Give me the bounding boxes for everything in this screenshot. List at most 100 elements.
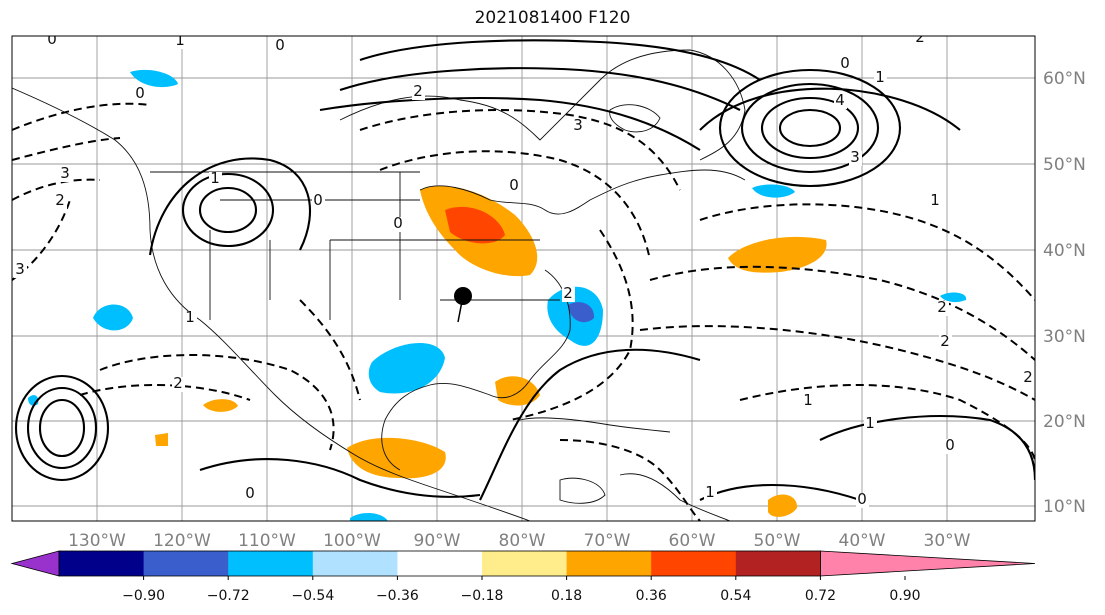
contour-label: 2: [1023, 368, 1033, 386]
positive-contours: [14, 39, 1035, 501]
colorbar-segment: [566, 551, 652, 576]
contour-label: 2: [940, 332, 950, 350]
contour-label: 0: [509, 176, 519, 194]
lon-tick-label: 120°W: [153, 531, 211, 551]
lat-tick-label: 10°N: [1043, 497, 1086, 517]
contour-labels: 0 0 0 0 0 0 0 0 0 0 1 1 1 1 1 1 1 1 2 2 2 2 2 2 2 2 3 3 3 3 4: [14, 28, 1035, 508]
colorbar-extend-high: [820, 550, 1036, 577]
contour-label-bg: [856, 493, 869, 508]
contour-label: 0: [840, 54, 850, 72]
contour-label: 3: [573, 116, 583, 134]
graticule: [12, 36, 1035, 521]
longitude-ticks: 130°W 120°W 110°W 100°W 90°W 80°W 70°W 60°W 50°W…: [68, 531, 971, 551]
colorbar-tick-label: 0.18: [551, 588, 582, 604]
colorbar-segment: [312, 551, 398, 576]
colorbar-tick-label: −0.54: [291, 588, 334, 604]
storm-track-line: [457, 295, 464, 323]
contour-label-bg: [412, 85, 425, 100]
contour-label-bg: [59, 167, 72, 182]
latitude-ticks: 60°N 50°N 40°N 30°N 20°N 10°N: [1043, 69, 1086, 517]
colorbar-tick-label: 0.72: [805, 588, 836, 604]
lat-tick-label: 40°N: [1043, 241, 1086, 261]
lon-tick-label: 90°W: [414, 531, 461, 551]
contour-label: 1: [930, 191, 940, 209]
contour-label-bg: [839, 57, 852, 72]
lat-tick-label: 60°N: [1043, 69, 1086, 89]
lat-tick-label: 50°N: [1043, 155, 1086, 175]
lon-tick-label: 60°W: [669, 531, 716, 551]
negative-contours: [12, 102, 1035, 521]
contour-label: 1: [175, 31, 185, 49]
contour-label: 0: [275, 36, 285, 54]
contour-label-bg: [914, 36, 927, 46]
contour-label: 3: [60, 164, 70, 182]
contour-label: 1: [875, 68, 885, 86]
contour-label-bg: [14, 263, 27, 278]
contour-label-bg: [849, 151, 862, 166]
map-panel: 0 0 0 0 0 0 0 0 0 0 1 1 1 1 1 1 1 1 2 2 2 2 2 2 2 2 3 3 3 3 4: [12, 28, 1035, 521]
contour-label-bg: [864, 417, 877, 432]
contour-label-bg: [944, 439, 957, 454]
contour-label-bg: [209, 172, 222, 187]
contour-label: 3: [15, 260, 25, 278]
colorbar-segment: [482, 551, 568, 576]
colorbar-tick-label: 0.36: [636, 588, 667, 604]
contour-label-bg: [274, 39, 287, 54]
contour-label-bg: [184, 311, 197, 326]
contour-label-bg: [54, 194, 67, 209]
colorbar-extend-low: [10, 550, 60, 577]
contour-label-bg: [704, 486, 717, 501]
lat-tick-label: 30°N: [1043, 327, 1086, 347]
contour-label: 0: [393, 214, 403, 232]
lon-tick-label: 50°W: [754, 531, 801, 551]
contour-label: 2: [937, 298, 947, 316]
colorbar-segment: [735, 551, 821, 576]
contour-label: 0: [135, 84, 145, 102]
colorbar-tick-label: 0.90: [889, 588, 920, 604]
contour-label-bg: [572, 119, 585, 134]
contour-label-bg: [939, 335, 952, 350]
colorbar-segment: [59, 551, 145, 576]
lon-tick-label: 100°W: [323, 531, 381, 551]
contour-label: 1: [865, 414, 875, 432]
shaded-anomalies: [28, 69, 967, 521]
colorbar-tick-label: −0.90: [122, 588, 165, 604]
contour-label-bg: [1022, 371, 1035, 386]
contour-label: 0: [313, 191, 323, 209]
contour-label-bg: [936, 301, 949, 316]
lat-tick-label: 20°N: [1043, 412, 1086, 432]
colorbar-outline: [58, 550, 821, 577]
contour-label: 0: [47, 30, 57, 48]
contour-label-bg: [802, 394, 815, 409]
contour-label: 3: [850, 148, 860, 166]
contour-label-bg: [134, 87, 147, 102]
lon-tick-label: 110°W: [238, 531, 296, 551]
contour-label: 1: [803, 391, 813, 409]
contour-label-bg: [834, 94, 847, 109]
contour-label-bg: [508, 179, 521, 194]
colorbar-segment: [228, 551, 314, 576]
contour-label: 2: [173, 374, 183, 392]
lon-tick-label: 40°W: [839, 531, 886, 551]
contour-label: 2: [915, 28, 925, 46]
contour-label-bg: [174, 36, 187, 49]
lon-tick-label: 70°W: [584, 531, 631, 551]
contour-label-bg: [392, 217, 405, 232]
colorbar-segment: [143, 551, 229, 576]
contour-label-bg: [172, 377, 185, 392]
map-title: 2021081400 F120: [474, 8, 631, 28]
contour-label-bg: [562, 287, 575, 302]
colorbar-tick-label: −0.18: [461, 588, 504, 604]
colorbar-segment: [651, 551, 737, 576]
colorbar-tick-label: −0.72: [207, 588, 250, 604]
colorbar-tick-label: 0.54: [720, 588, 751, 604]
lon-tick-label: 80°W: [499, 531, 546, 551]
contour-label-bg: [244, 487, 257, 502]
contour-label-bg: [929, 194, 942, 209]
contour-label: 0: [945, 436, 955, 454]
contour-label: 1: [705, 483, 715, 501]
contour-label: 1: [185, 308, 195, 326]
contour-label-bg: [312, 194, 325, 209]
colorbar-segment: [397, 551, 483, 576]
